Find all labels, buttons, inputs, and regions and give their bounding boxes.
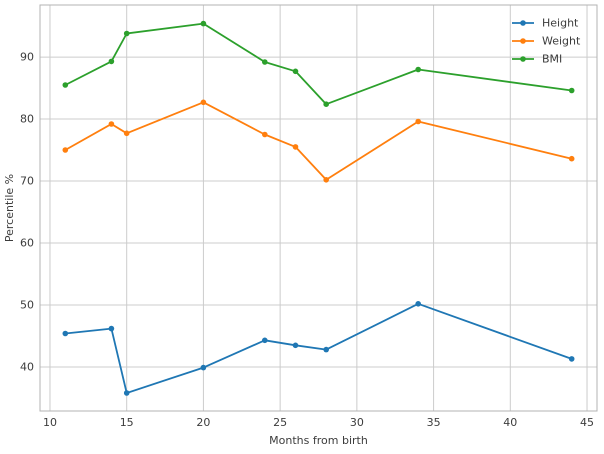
y-tick-label: 70 [20,175,34,188]
series-bmi-line [62,20,575,107]
legend-marker-icon [520,56,526,62]
y-tick-label: 80 [20,113,34,126]
x-tick-label: 15 [120,416,134,429]
legend-item-weight: Weight [512,35,581,48]
x-tick-label: 25 [273,416,287,429]
y-tick-labels: 40 50 60 70 80 90 [20,51,34,374]
data-point-marker [62,147,69,153]
data-point-marker [108,121,115,127]
gridlines [40,5,597,411]
y-tick-label: 60 [20,237,34,250]
x-tick-labels: 10 15 20 25 30 35 40 45 [43,416,594,429]
data-point-marker [415,301,422,307]
data-point-marker [123,130,130,137]
series-height-line [62,301,575,396]
axes-spines [39,4,598,412]
data-point-marker [292,342,299,349]
data-point-marker [200,99,207,106]
data-point-marker [568,155,575,162]
x-tick-label: 45 [580,416,594,429]
data-point-marker [292,68,299,75]
x-tick-label: 30 [350,416,364,429]
x-axis-label: Months from birth [269,434,368,447]
data-point-marker [292,144,299,150]
x-tick-label: 35 [427,416,441,429]
legend-label: Weight [542,35,581,48]
legend-label: BMI [542,53,562,66]
data-point-marker [262,337,268,344]
legend-item-height: Height [512,17,579,30]
data-point-marker [108,325,115,332]
data-point-marker [415,118,422,125]
data-point-marker [200,20,207,27]
x-tick-label: 10 [43,416,57,429]
y-tick-label: 40 [20,361,34,374]
data-point-marker [262,59,268,65]
data-point-marker [568,356,575,362]
x-tick-label: 20 [196,416,210,429]
legend-item-bmi: BMI [512,53,562,66]
y-tick-label: 90 [20,51,34,64]
data-point-marker [200,364,207,371]
y-tick-label: 50 [20,299,34,312]
data-point-marker [262,131,268,138]
data-point-marker [415,66,422,73]
y-axis-label: Percentile % [3,174,16,242]
x-tick-label: 40 [503,416,517,429]
data-point-marker [123,30,130,37]
legend-label: Height [542,17,579,30]
series-weight-line [62,99,575,183]
legend-marker-icon [520,20,526,26]
data-point-marker [108,58,115,65]
legend: Height Weight BMI [512,17,581,66]
data-point-marker [323,346,330,353]
legend-marker-icon [520,38,526,44]
data-point-marker [568,87,575,94]
data-point-marker [62,82,69,88]
data-point-marker [323,177,330,183]
data-point-marker [323,101,330,107]
data-point-marker [123,390,130,396]
data-point-marker [62,330,69,337]
